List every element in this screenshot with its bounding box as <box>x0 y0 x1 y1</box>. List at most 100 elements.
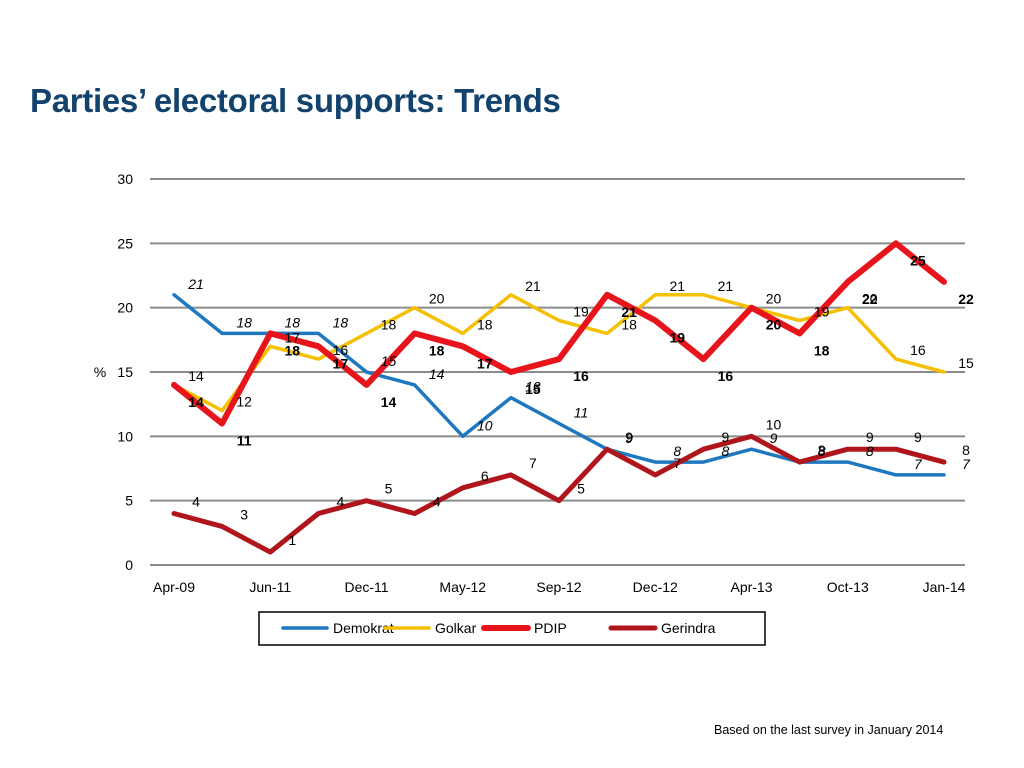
data-label-golkar: 19 <box>814 304 830 320</box>
data-label-pdip: 18 <box>284 342 300 358</box>
legend-label-pdip: PDIP <box>534 620 567 636</box>
data-label-pdip: 17 <box>477 355 493 371</box>
data-label-demokrat: 8 <box>866 443 874 459</box>
series-line-gerindra <box>171 433 947 555</box>
data-label-pdip: 11 <box>237 432 252 448</box>
data-label-gerindra: 6 <box>481 468 489 484</box>
data-label-pdip: 16 <box>573 368 589 384</box>
data-label-golkar: 12 <box>236 394 252 410</box>
data-label-pdip: 17 <box>333 355 349 371</box>
series-line-demokrat <box>172 293 946 477</box>
data-label-golkar: 18 <box>381 316 397 332</box>
data-label-demokrat: 15 <box>381 353 397 369</box>
x-tick-label: Jun-11 <box>249 579 291 595</box>
data-label-pdip: 18 <box>814 342 830 358</box>
data-label-demokrat: 8 <box>818 443 826 459</box>
x-axis: Apr-09 Jun-11 Dec-11 May-12 Sep-12 Dec-12 Apr-… <box>153 579 966 595</box>
data-label-pdip: 25 <box>910 252 926 268</box>
data-label-golkar: 20 <box>862 291 878 307</box>
footnote: Based on the last survey in January 2014 <box>714 723 944 737</box>
x-tick-label: Jan-14 <box>923 579 966 595</box>
y-tick-label: 0 <box>125 557 133 573</box>
data-label-gerindra: 10 <box>766 416 782 432</box>
data-label-pdip: 21 <box>621 304 637 320</box>
data-label-pdip: 16 <box>718 368 734 384</box>
y-tick-label: 25 <box>117 235 133 251</box>
data-label-gerindra: 9 <box>914 429 922 445</box>
y-axis-label: % <box>94 364 106 380</box>
legend-label-demokrat: Demokrat <box>333 620 394 636</box>
data-label-golkar: 19 <box>573 304 589 320</box>
data-label-demokrat: 10 <box>477 417 493 433</box>
data-label-demokrat: 21 <box>187 276 204 292</box>
data-label-gerindra: 8 <box>962 442 970 458</box>
data-label-gerindra: 5 <box>577 481 585 497</box>
data-label-demokrat: 18 <box>284 314 300 330</box>
line-chart: 0 5 10 15 20 25 30% Apr-09 Jun-11 Dec-11 May-12 Se… <box>94 171 974 646</box>
data-label-pdip: 14 <box>188 394 204 410</box>
data-label-golkar: 20 <box>766 291 782 307</box>
data-label-demokrat: 18 <box>236 314 252 330</box>
data-label-demokrat: 7 <box>914 456 923 472</box>
y-tick-label: 10 <box>117 428 133 444</box>
legend-label-gerindra: Gerindra <box>661 620 716 636</box>
page-title: Parties’ electoral supports: Trends <box>30 82 561 119</box>
data-label-gerindra: 4 <box>336 494 344 510</box>
data-label-golkar: 15 <box>958 355 974 371</box>
data-label-golkar: 16 <box>333 342 349 358</box>
data-label-gerindra: 9 <box>721 429 729 445</box>
data-label-golkar: 21 <box>525 278 541 294</box>
x-tick-label: Dec-12 <box>633 579 678 595</box>
series-lines <box>171 240 947 555</box>
data-label-demokrat: 8 <box>721 443 729 459</box>
data-label-gerindra: 3 <box>240 506 248 522</box>
x-tick-label: Apr-09 <box>153 579 195 595</box>
data-label-pdip: 19 <box>669 330 685 346</box>
series-line-pdip <box>171 240 947 427</box>
x-tick-label: Oct-13 <box>827 579 869 595</box>
data-label-golkar: 14 <box>188 368 204 384</box>
x-tick-label: May-12 <box>439 579 486 595</box>
data-label-demokrat: 7 <box>962 456 971 472</box>
data-label-demokrat: 9 <box>625 430 633 446</box>
data-label-gerindra: 9 <box>866 429 874 445</box>
data-label-golkar: 17 <box>284 329 300 345</box>
gridlines <box>150 178 965 566</box>
data-label-gerindra: 4 <box>192 494 200 510</box>
data-label-demokrat: 14 <box>429 366 445 382</box>
data-label-golkar: 18 <box>477 316 493 332</box>
data-label-golkar: 16 <box>910 342 926 358</box>
y-axis: 0 5 10 15 20 25 30% <box>94 171 133 573</box>
data-label-pdip: 15 <box>525 381 541 397</box>
data-label-golkar: 20 <box>429 291 445 307</box>
data-label-gerindra: 9 <box>625 429 633 445</box>
data-label-pdip: 14 <box>381 394 397 410</box>
legend-label-golkar: Golkar <box>435 620 477 636</box>
data-label-gerindra: 8 <box>818 442 826 458</box>
data-label-gerindra: 4 <box>433 494 441 510</box>
y-tick-label: 30 <box>117 171 133 187</box>
data-label-gerindra: 7 <box>529 455 537 471</box>
data-label-demokrat: 18 <box>333 314 349 330</box>
data-label-gerindra: 7 <box>673 455 681 471</box>
data-label-pdip: 22 <box>958 291 974 307</box>
x-tick-label: Apr-13 <box>730 579 772 595</box>
y-tick-label: 5 <box>125 493 133 509</box>
data-label-demokrat: 11 <box>574 404 589 420</box>
x-tick-label: Dec-11 <box>344 579 388 595</box>
x-tick-label: Sep-12 <box>536 579 581 595</box>
data-label-pdip: 18 <box>429 342 445 358</box>
data-label-demokrat: 13 <box>525 379 541 395</box>
y-tick-label: 20 <box>117 300 133 316</box>
data-label-golkar: 21 <box>718 278 734 294</box>
data-label-demokrat: 8 <box>673 443 681 459</box>
legend: Demokrat Golkar PDIP Gerindra <box>258 611 766 646</box>
y-tick-label: 15 <box>117 364 133 380</box>
data-label-golkar: 21 <box>669 278 685 294</box>
data-label-pdip: 22 <box>862 291 878 307</box>
data-label-pdip: 20 <box>766 317 782 333</box>
data-label-demokrat: 9 <box>770 430 778 446</box>
data-label-golkar: 18 <box>621 316 637 332</box>
data-label-gerindra: 5 <box>385 481 393 497</box>
